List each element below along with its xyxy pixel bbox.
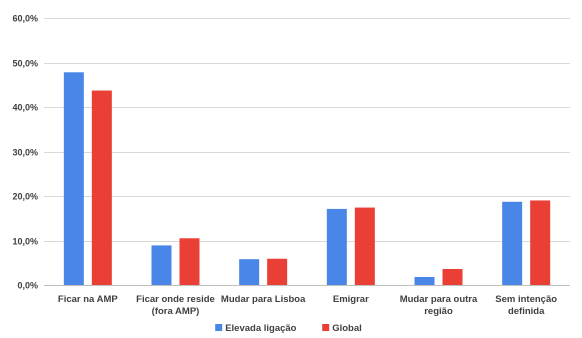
bar-global — [91, 90, 112, 285]
y-tick-label: 10,0% — [12, 237, 38, 247]
bar-global — [530, 200, 551, 285]
bar-global — [267, 258, 288, 285]
bar-elevada-ligacao — [414, 276, 435, 285]
x-category-label: Emigrar — [333, 294, 369, 305]
legend-swatch — [215, 324, 223, 331]
legend-label: Global — [332, 323, 362, 334]
bar-elevada-ligacao — [326, 208, 347, 285]
y-tick-label: 50,0% — [12, 59, 38, 69]
x-category-label: Mudar para Lisboa — [221, 294, 306, 305]
bar-global — [354, 207, 375, 285]
bars — [63, 72, 551, 285]
y-tick-label: 40,0% — [12, 103, 38, 113]
bar-elevada-ligacao — [151, 245, 172, 285]
y-tick-label: 0,0% — [17, 281, 38, 291]
y-tick-label: 20,0% — [12, 192, 38, 202]
y-tick-label: 30,0% — [12, 148, 38, 158]
x-category-label: Sem intenção definida — [495, 294, 557, 317]
legend: Elevada ligação Global — [215, 323, 362, 334]
y-axis-tick-labels: 0,0% 10,0% 20,0% 30,0% 40,0% 50,0% 60,0% — [12, 14, 38, 291]
y-tick-label: 60,0% — [12, 14, 38, 24]
bar-elevada-ligacao — [239, 259, 260, 285]
x-category-label: Ficar onde reside (fora AMP) — [136, 294, 215, 317]
bar-elevada-ligacao — [502, 201, 523, 285]
x-axis-category-labels: Ficar na AMP Ficar onde reside (fora AMP) M… — [58, 294, 557, 317]
legend-label: Elevada ligação — [225, 323, 296, 334]
legend-swatch — [322, 324, 330, 331]
x-category-label: Mudar para outra região — [400, 294, 478, 317]
x-category-label: Ficar na AMP — [58, 294, 118, 305]
bar-global — [442, 268, 463, 285]
gridlines — [44, 18, 570, 286]
bar-elevada-ligacao — [63, 72, 84, 285]
bar-global — [179, 238, 200, 285]
